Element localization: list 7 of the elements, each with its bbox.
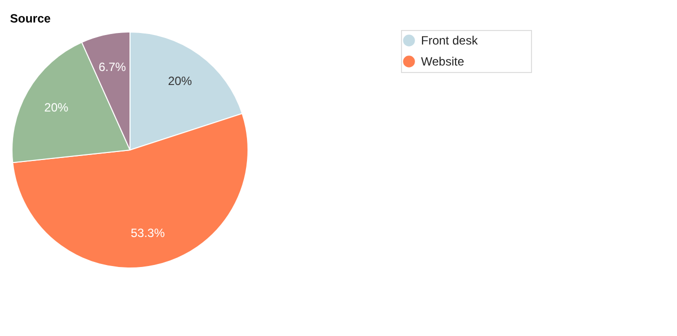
legend-label: Front desk	[421, 34, 479, 48]
chart-title: Source	[10, 12, 52, 26]
legend-label: Website	[421, 54, 464, 68]
data-label: 53.3%	[130, 226, 166, 240]
data-label: 20%	[168, 74, 192, 88]
data-label: 20%	[44, 100, 69, 115]
data-label: 6.7%	[98, 60, 126, 74]
